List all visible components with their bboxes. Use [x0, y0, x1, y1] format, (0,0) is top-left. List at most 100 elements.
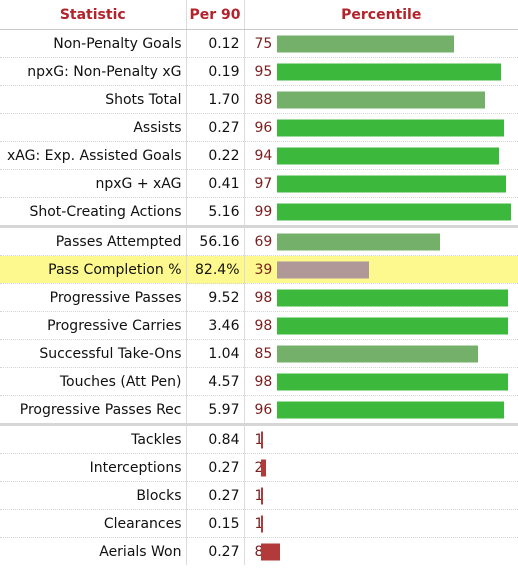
per90-value: 1.04	[186, 339, 245, 368]
table-row: Pass Completion % 82.4% 39	[0, 255, 518, 284]
percentile-cell: 96	[244, 395, 518, 425]
stat-name: Progressive Passes Rec	[0, 395, 187, 425]
table-row: Passes Attempted 56.16 69	[0, 225, 518, 256]
per90-value: 5.97	[186, 395, 245, 425]
percentile-bar	[260, 515, 263, 532]
percentile-bar	[276, 35, 454, 52]
percentile-value: 96	[254, 119, 273, 136]
stat-name: Blocks	[0, 481, 187, 510]
percentile-value: 39	[254, 261, 273, 278]
percentile-value: 98	[254, 317, 273, 334]
table-row: npxG + xAG 0.41 97	[0, 169, 518, 198]
percentile-bar	[260, 459, 266, 476]
per90-value: 0.12	[186, 29, 245, 58]
percentile-cell: 75	[244, 29, 518, 58]
percentile-value: 1	[254, 431, 264, 448]
percentile-bar	[276, 63, 501, 80]
stat-name: Shots Total	[0, 85, 187, 114]
percentile-bar	[276, 373, 508, 390]
percentile-bar	[276, 119, 504, 136]
per90-value: 0.41	[186, 169, 245, 198]
table-row: Non-Penalty Goals 0.12 75	[0, 29, 518, 58]
percentile-value: 8	[254, 543, 264, 560]
stat-name: Aerials Won	[0, 537, 187, 565]
table-row: Tackles 0.84 1	[0, 423, 518, 454]
per90-value: 0.22	[186, 141, 245, 170]
percentile-value: 85	[254, 345, 273, 362]
percentile-bar	[276, 91, 485, 108]
percentile-cell: 1	[244, 509, 518, 538]
table-row: Successful Take-Ons 1.04 85	[0, 339, 518, 368]
percentile-value: 88	[254, 91, 273, 108]
per90-value: 0.84	[186, 423, 245, 454]
percentile-cell: 2	[244, 453, 518, 482]
percentile-cell: 98	[244, 283, 518, 312]
percentile-cell: 97	[244, 169, 518, 198]
stat-name: Successful Take-Ons	[0, 339, 187, 368]
percentile-cell: 69	[244, 225, 518, 256]
percentile-value: 96	[254, 401, 273, 418]
percentile-value: 1	[254, 487, 264, 504]
per90-value: 1.70	[186, 85, 245, 114]
percentile-value: 1	[254, 515, 264, 532]
percentile-bar	[276, 401, 504, 418]
table-row: Progressive Passes Rec 5.97 96	[0, 395, 518, 425]
percentile-value: 99	[254, 203, 273, 220]
percentile-cell: 8	[244, 538, 518, 566]
stat-name: Passes Attempted	[0, 225, 187, 256]
table-row: Touches (Att Pen) 4.57 98	[0, 367, 518, 396]
table-row: Shots Total 1.70 88	[0, 85, 518, 114]
percentile-value: 98	[254, 289, 273, 306]
percentile-bar	[276, 261, 369, 278]
percentile-cell: 88	[244, 85, 518, 114]
stat-name: Progressive Passes	[0, 283, 187, 312]
percentile-value: 2	[254, 459, 264, 476]
table-row: Assists 0.27 96	[0, 113, 518, 142]
stat-name: npxG: Non-Penalty xG	[0, 57, 187, 86]
stat-name: npxG + xAG	[0, 169, 187, 198]
percentile-bar	[260, 431, 263, 448]
per90-value: 9.52	[186, 283, 245, 312]
stat-name: Non-Penalty Goals	[0, 29, 187, 58]
stat-name: Shot-Creating Actions	[0, 197, 187, 227]
table-body: Non-Penalty Goals 0.12 75 npxG: Non-Penalty…	[0, 29, 518, 566]
per90-value: 0.27	[186, 113, 245, 142]
percentile-value: 97	[254, 175, 273, 192]
stat-name: Touches (Att Pen)	[0, 367, 187, 396]
percentile-value: 69	[254, 233, 273, 250]
percentile-bar	[276, 203, 511, 220]
percentile-value: 94	[254, 147, 273, 164]
percentile-value: 98	[254, 373, 273, 390]
percentile-bar	[260, 487, 263, 504]
per90-value: 4.57	[186, 367, 245, 396]
table-row: Aerials Won 0.27 8	[0, 537, 518, 566]
percentile-bar	[276, 317, 508, 334]
percentile-cell: 98	[244, 367, 518, 396]
table-row: Progressive Carries 3.46 98	[0, 311, 518, 340]
percentile-value: 75	[254, 35, 273, 52]
percentile-bar	[276, 289, 508, 306]
percentile-cell: 98	[244, 311, 518, 340]
header-statistic[interactable]: Statistic	[0, 0, 187, 30]
table-row: Progressive Passes 9.52 98	[0, 283, 518, 312]
percentile-cell: 96	[244, 113, 518, 142]
percentile-cell: 39	[244, 255, 518, 284]
table-row: Interceptions 0.27 2	[0, 453, 518, 482]
stat-name: Pass Completion %	[0, 255, 187, 284]
per90-value: 56.16	[186, 225, 245, 256]
percentile-bar	[276, 147, 499, 164]
header-per90[interactable]: Per 90	[186, 0, 245, 30]
stat-name: Progressive Carries	[0, 311, 187, 340]
percentile-cell: 85	[244, 339, 518, 368]
percentile-cell: 95	[244, 57, 518, 86]
per90-value: 3.46	[186, 311, 245, 340]
stat-name: Clearances	[0, 509, 187, 538]
percentile-cell: 1	[244, 481, 518, 510]
table-row: npxG: Non-Penalty xG 0.19 95	[0, 57, 518, 86]
header-percentile[interactable]: Percentile	[244, 0, 518, 30]
header-row: Statistic Per 90 Percentile	[0, 0, 518, 30]
percentile-value: 95	[254, 63, 273, 80]
percentile-cell: 94	[244, 141, 518, 170]
table-row: Clearances 0.15 1	[0, 509, 518, 538]
